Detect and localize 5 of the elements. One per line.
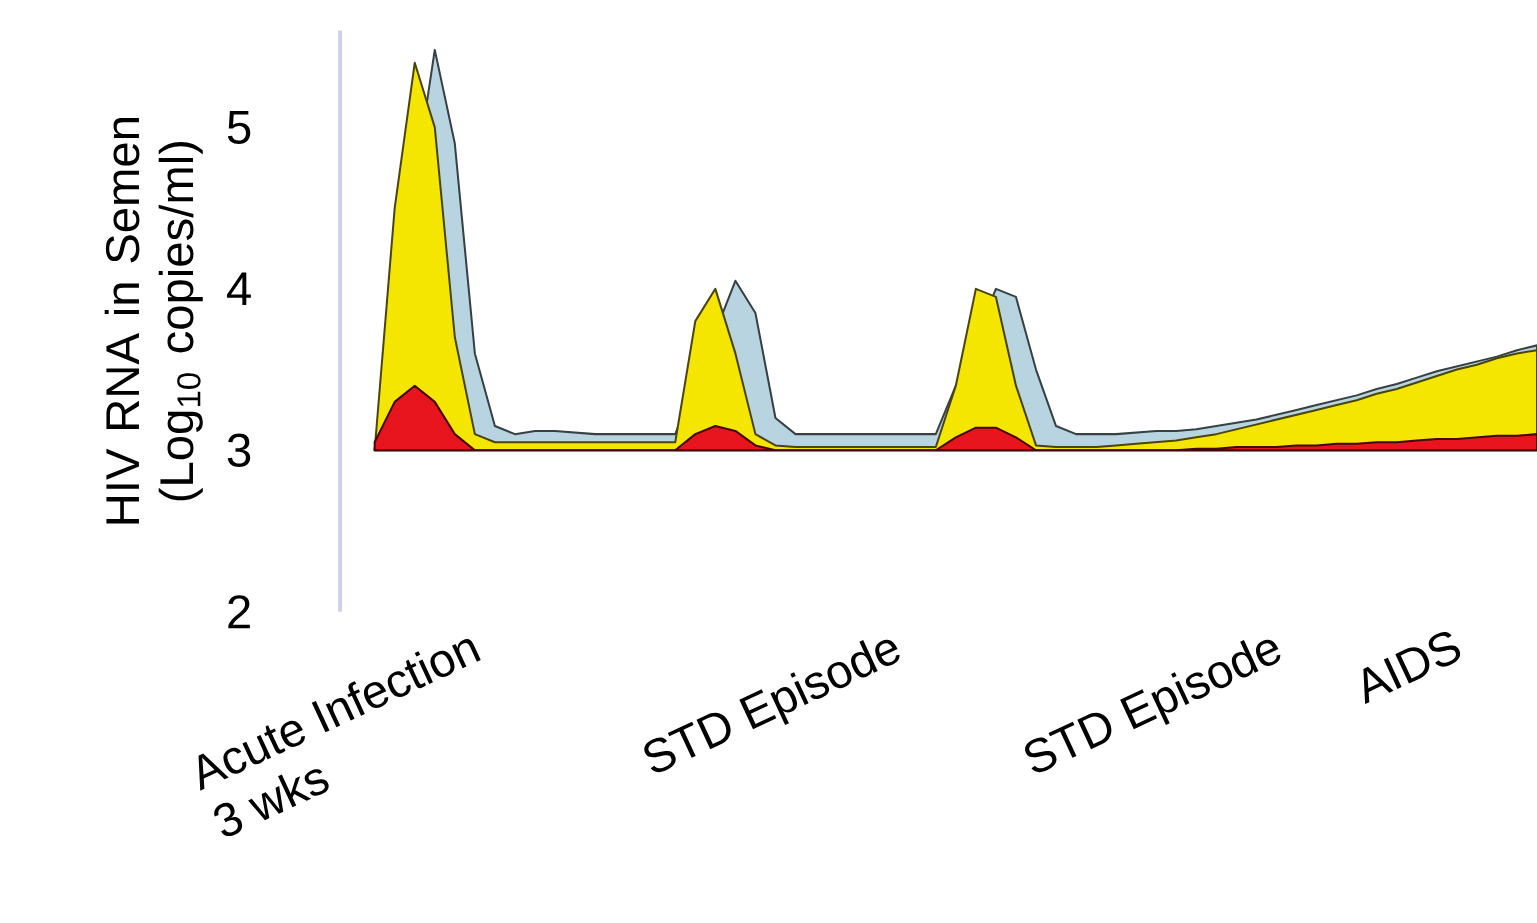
x-tick-label: AIDS	[1363, 632, 1461, 705]
y-tick-label: 5	[227, 110, 251, 144]
y-tick-label: 2	[228, 595, 250, 629]
y-tick-label: 3	[227, 433, 251, 468]
y-tick-label: 4	[227, 272, 251, 306]
